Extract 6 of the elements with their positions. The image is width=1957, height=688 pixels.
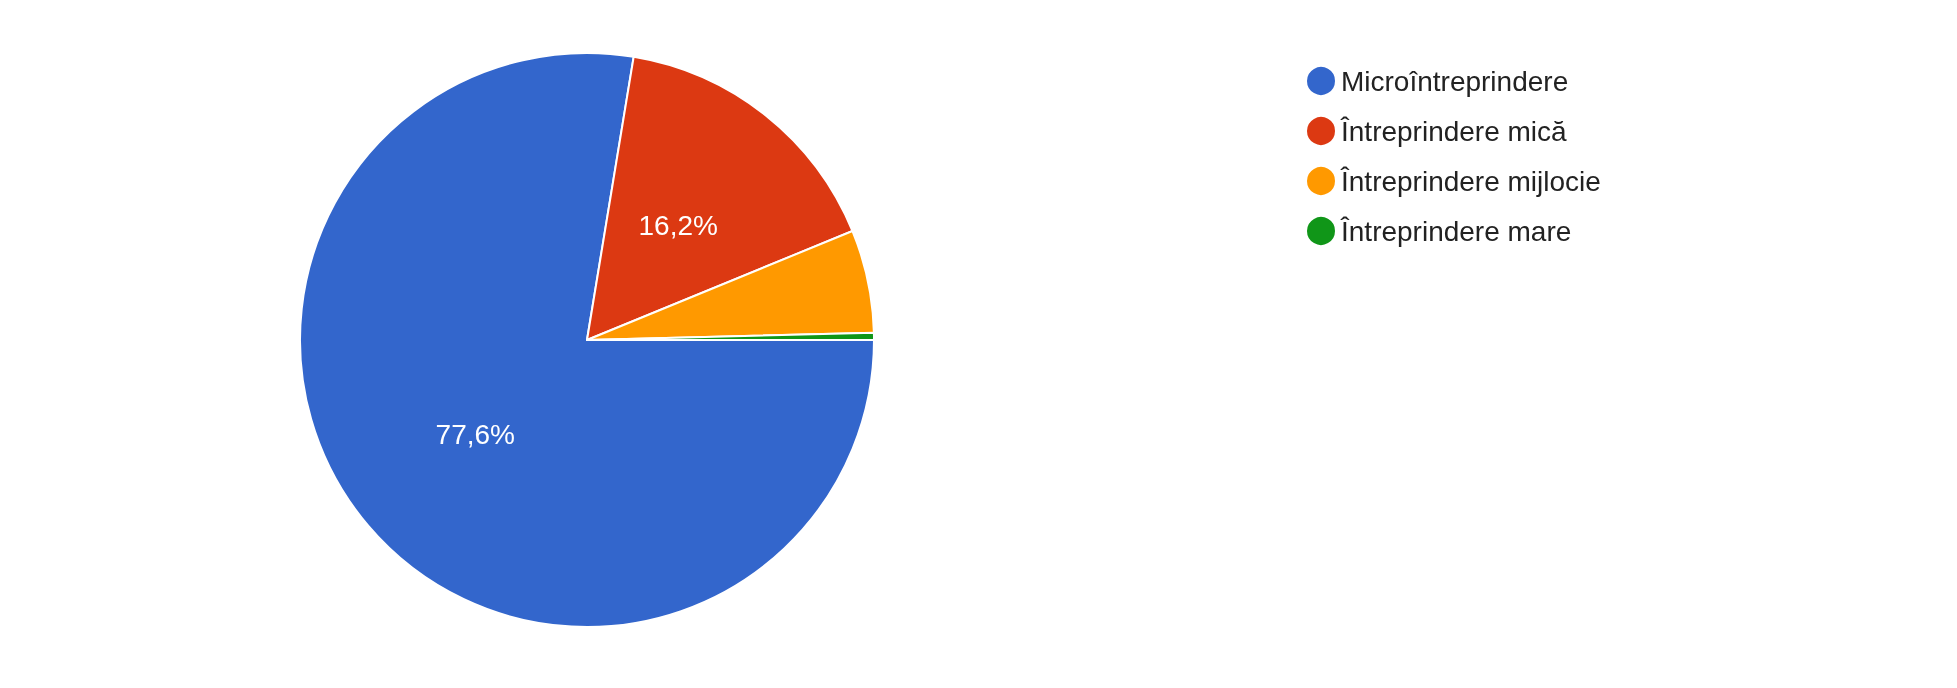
legend-label: Microîntreprindere: [1341, 65, 1569, 97]
legend-label: Întreprindere mare: [1340, 215, 1572, 247]
legend-label: Întreprindere mică: [1340, 115, 1568, 147]
legend-label: Întreprindere mijlocie: [1340, 165, 1601, 197]
data-label: 77,6%: [435, 419, 516, 451]
data-label: 16,2%: [638, 209, 718, 241]
